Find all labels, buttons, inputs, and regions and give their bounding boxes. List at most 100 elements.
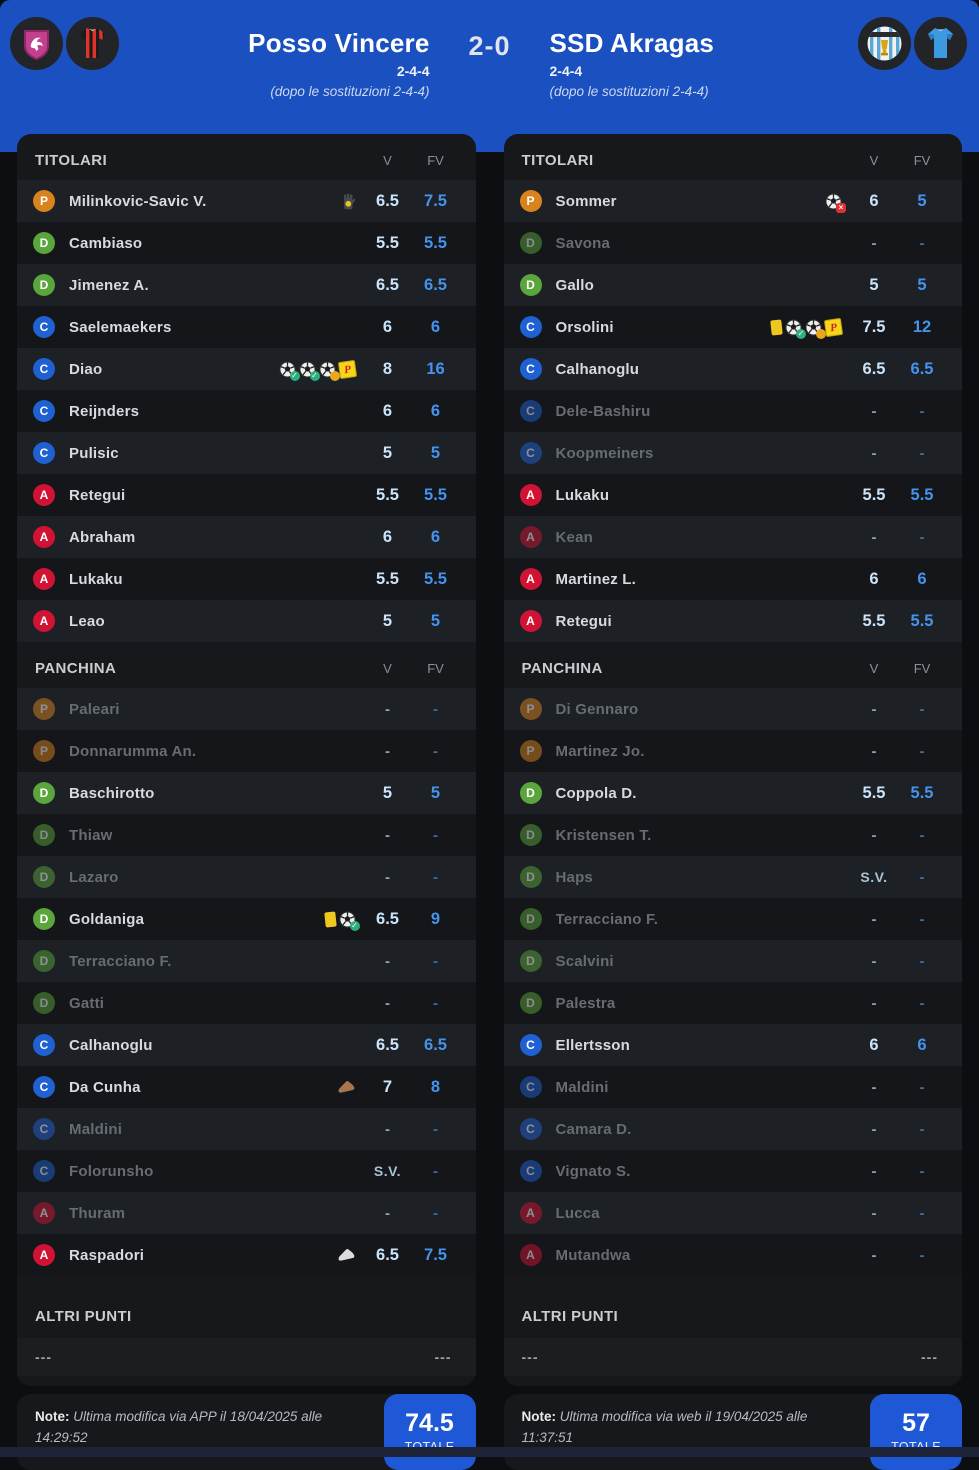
- away-team-name[interactable]: SSD Akragas: [549, 28, 715, 58]
- player-row[interactable]: D Palestra - -: [503, 982, 962, 1024]
- player-row[interactable]: A Lukaku 5.5 5.5: [503, 474, 962, 516]
- player-row[interactable]: A Lucca - -: [503, 1192, 962, 1234]
- player-row[interactable]: P Sommer × 6 5: [503, 180, 962, 222]
- away-roster-card: TITOLARI V FV P Sommer × 6 5 D Savona - - D Gallo 5…: [503, 134, 962, 1386]
- position-badge: C: [33, 1034, 55, 1056]
- player-row[interactable]: D Cambiaso 5.5 5.5: [17, 222, 476, 264]
- player-row[interactable]: P Donnarumma An. - -: [17, 730, 476, 772]
- player-row[interactable]: A Martinez L. 6 6: [503, 558, 962, 600]
- position-badge: C: [519, 316, 542, 338]
- fantavote-value: 5: [430, 611, 441, 630]
- vote-value: -: [385, 868, 390, 886]
- fantavote-value: -: [919, 952, 925, 970]
- player-row[interactable]: A Kean - -: [503, 516, 962, 558]
- home-team-name[interactable]: Posso Vincere: [248, 28, 430, 58]
- player-row[interactable]: C Maldini - -: [503, 1066, 962, 1108]
- position-badge: A: [33, 1202, 55, 1224]
- player-row[interactable]: A Thuram - -: [17, 1192, 476, 1234]
- player-row[interactable]: C Camara D. - -: [503, 1108, 962, 1150]
- home-note-body: Ultima modifica via APP il 18/04/2025 al…: [35, 1409, 323, 1445]
- player-row[interactable]: C Da Cunha 7 8: [17, 1066, 476, 1108]
- player-row[interactable]: P Martinez Jo. - -: [503, 730, 962, 772]
- fantavote-value: -: [919, 444, 925, 462]
- fantavote-value: 7.5: [424, 1245, 447, 1264]
- player-row[interactable]: A Retegui 5.5 5.5: [17, 474, 476, 516]
- v-column-label: V: [383, 152, 392, 168]
- position-badge: P: [33, 698, 55, 720]
- fantavote-value: -: [433, 1204, 438, 1222]
- player-row[interactable]: C Ellertsson 6 6: [503, 1024, 962, 1066]
- player-name: Pulisic: [69, 444, 119, 462]
- note-label: Note:: [35, 1409, 70, 1424]
- player-row[interactable]: D Scalvini - -: [503, 940, 962, 982]
- player-name: Diao: [69, 360, 103, 378]
- altri-punti-right-value: ---: [434, 1349, 452, 1365]
- player-row[interactable]: A Abraham 6 6: [17, 516, 476, 558]
- fantavote-value: 12: [912, 317, 932, 336]
- player-row[interactable]: P Di Gennaro - -: [503, 688, 962, 730]
- fantavote-value: -: [919, 1246, 925, 1264]
- player-name: Cambiaso: [69, 234, 143, 252]
- player-row[interactable]: D Gallo 5 5: [503, 264, 962, 306]
- player-row[interactable]: A Mutandwa - -: [503, 1234, 962, 1276]
- player-row[interactable]: D Thiaw - -: [17, 814, 476, 856]
- player-row[interactable]: D Baschirotto 5 5: [17, 772, 476, 814]
- player-row[interactable]: D Kristensen T. - -: [503, 814, 962, 856]
- player-row[interactable]: C Vignato S. - -: [503, 1150, 962, 1192]
- player-row[interactable]: A Raspadori 6.5 7.5: [17, 1234, 476, 1276]
- player-name: Kean: [555, 528, 593, 546]
- shoe-brown-icon: [337, 1080, 356, 1094]
- player-row[interactable]: A Retegui 5.5 5.5: [503, 600, 962, 642]
- player-row[interactable]: C Calhanoglu 6.5 6.5: [503, 348, 962, 390]
- home-jersey-icon: [66, 17, 119, 70]
- player-row[interactable]: D Goldaniga ✓ 6.5 9: [17, 898, 476, 940]
- player-row[interactable]: D Coppola D. 5.5 5.5: [503, 772, 962, 814]
- vote-value: 6.5: [862, 359, 886, 378]
- player-row[interactable]: C Diao ✓ ✓ P 8 16: [17, 348, 476, 390]
- player-row[interactable]: A Lukaku 5.5 5.5: [17, 558, 476, 600]
- player-row[interactable]: D Terracciano F. - -: [503, 898, 962, 940]
- position-badge: C: [519, 442, 542, 464]
- position-badge: D: [519, 908, 542, 930]
- away-jersey-icon: [914, 17, 967, 70]
- player-row[interactable]: C Koopmeiners - -: [503, 432, 962, 474]
- bonus-icons: [337, 1080, 356, 1094]
- player-row[interactable]: C Orsolini ✓ P 7.5 12: [503, 306, 962, 348]
- v-column-label: V: [869, 660, 879, 676]
- position-badge: D: [33, 992, 55, 1014]
- altri-punti-row: --- ---: [503, 1338, 962, 1376]
- altri-punti-right-value: ---: [921, 1349, 938, 1365]
- fantavote-value: -: [433, 1120, 438, 1138]
- player-row[interactable]: D Haps S.V. -: [503, 856, 962, 898]
- player-row[interactable]: D Lazaro - -: [17, 856, 476, 898]
- player-row[interactable]: P Milinkovic-Savic V. 6.5 7.5: [17, 180, 476, 222]
- position-badge: P: [33, 740, 55, 762]
- player-row[interactable]: A Leao 5 5: [17, 600, 476, 642]
- player-row[interactable]: C Folorunsho S.V. -: [17, 1150, 476, 1192]
- goal-icon: ✓: [278, 360, 300, 381]
- player-name: Retegui: [555, 612, 612, 630]
- player-row[interactable]: D Jimenez A. 6.5 6.5: [17, 264, 476, 306]
- titolari-title: TITOLARI: [35, 151, 108, 169]
- player-name: Haps: [555, 868, 593, 886]
- player-row[interactable]: P Paleari - -: [17, 688, 476, 730]
- fantavote-value: 6: [430, 527, 441, 546]
- vote-value: 6: [382, 401, 393, 420]
- player-row[interactable]: C Dele-Bashiru - -: [503, 390, 962, 432]
- position-badge: D: [519, 274, 542, 296]
- player-row[interactable]: C Maldini - -: [17, 1108, 476, 1150]
- away-totale-box: 57 TOTALE: [870, 1394, 962, 1470]
- vote-value: -: [385, 952, 390, 970]
- player-row[interactable]: D Terracciano F. - -: [17, 940, 476, 982]
- home-note-card: Note: Ultima modifica via APP il 18/04/2…: [17, 1394, 476, 1470]
- player-row[interactable]: D Gatti - -: [17, 982, 476, 1024]
- fv-column-label: FV: [913, 660, 931, 676]
- player-row[interactable]: D Savona - -: [503, 222, 962, 264]
- player-row[interactable]: C Saelemaekers 6 6: [17, 306, 476, 348]
- player-row[interactable]: C Calhanoglu 6.5 6.5: [17, 1024, 476, 1066]
- player-name: Abraham: [69, 528, 136, 546]
- player-name: Reijnders: [69, 402, 140, 420]
- player-row[interactable]: C Pulisic 5 5: [17, 432, 476, 474]
- player-row[interactable]: C Reijnders 6 6: [17, 390, 476, 432]
- away-note-card: Note: Ultima modifica via web il 19/04/2…: [503, 1394, 962, 1470]
